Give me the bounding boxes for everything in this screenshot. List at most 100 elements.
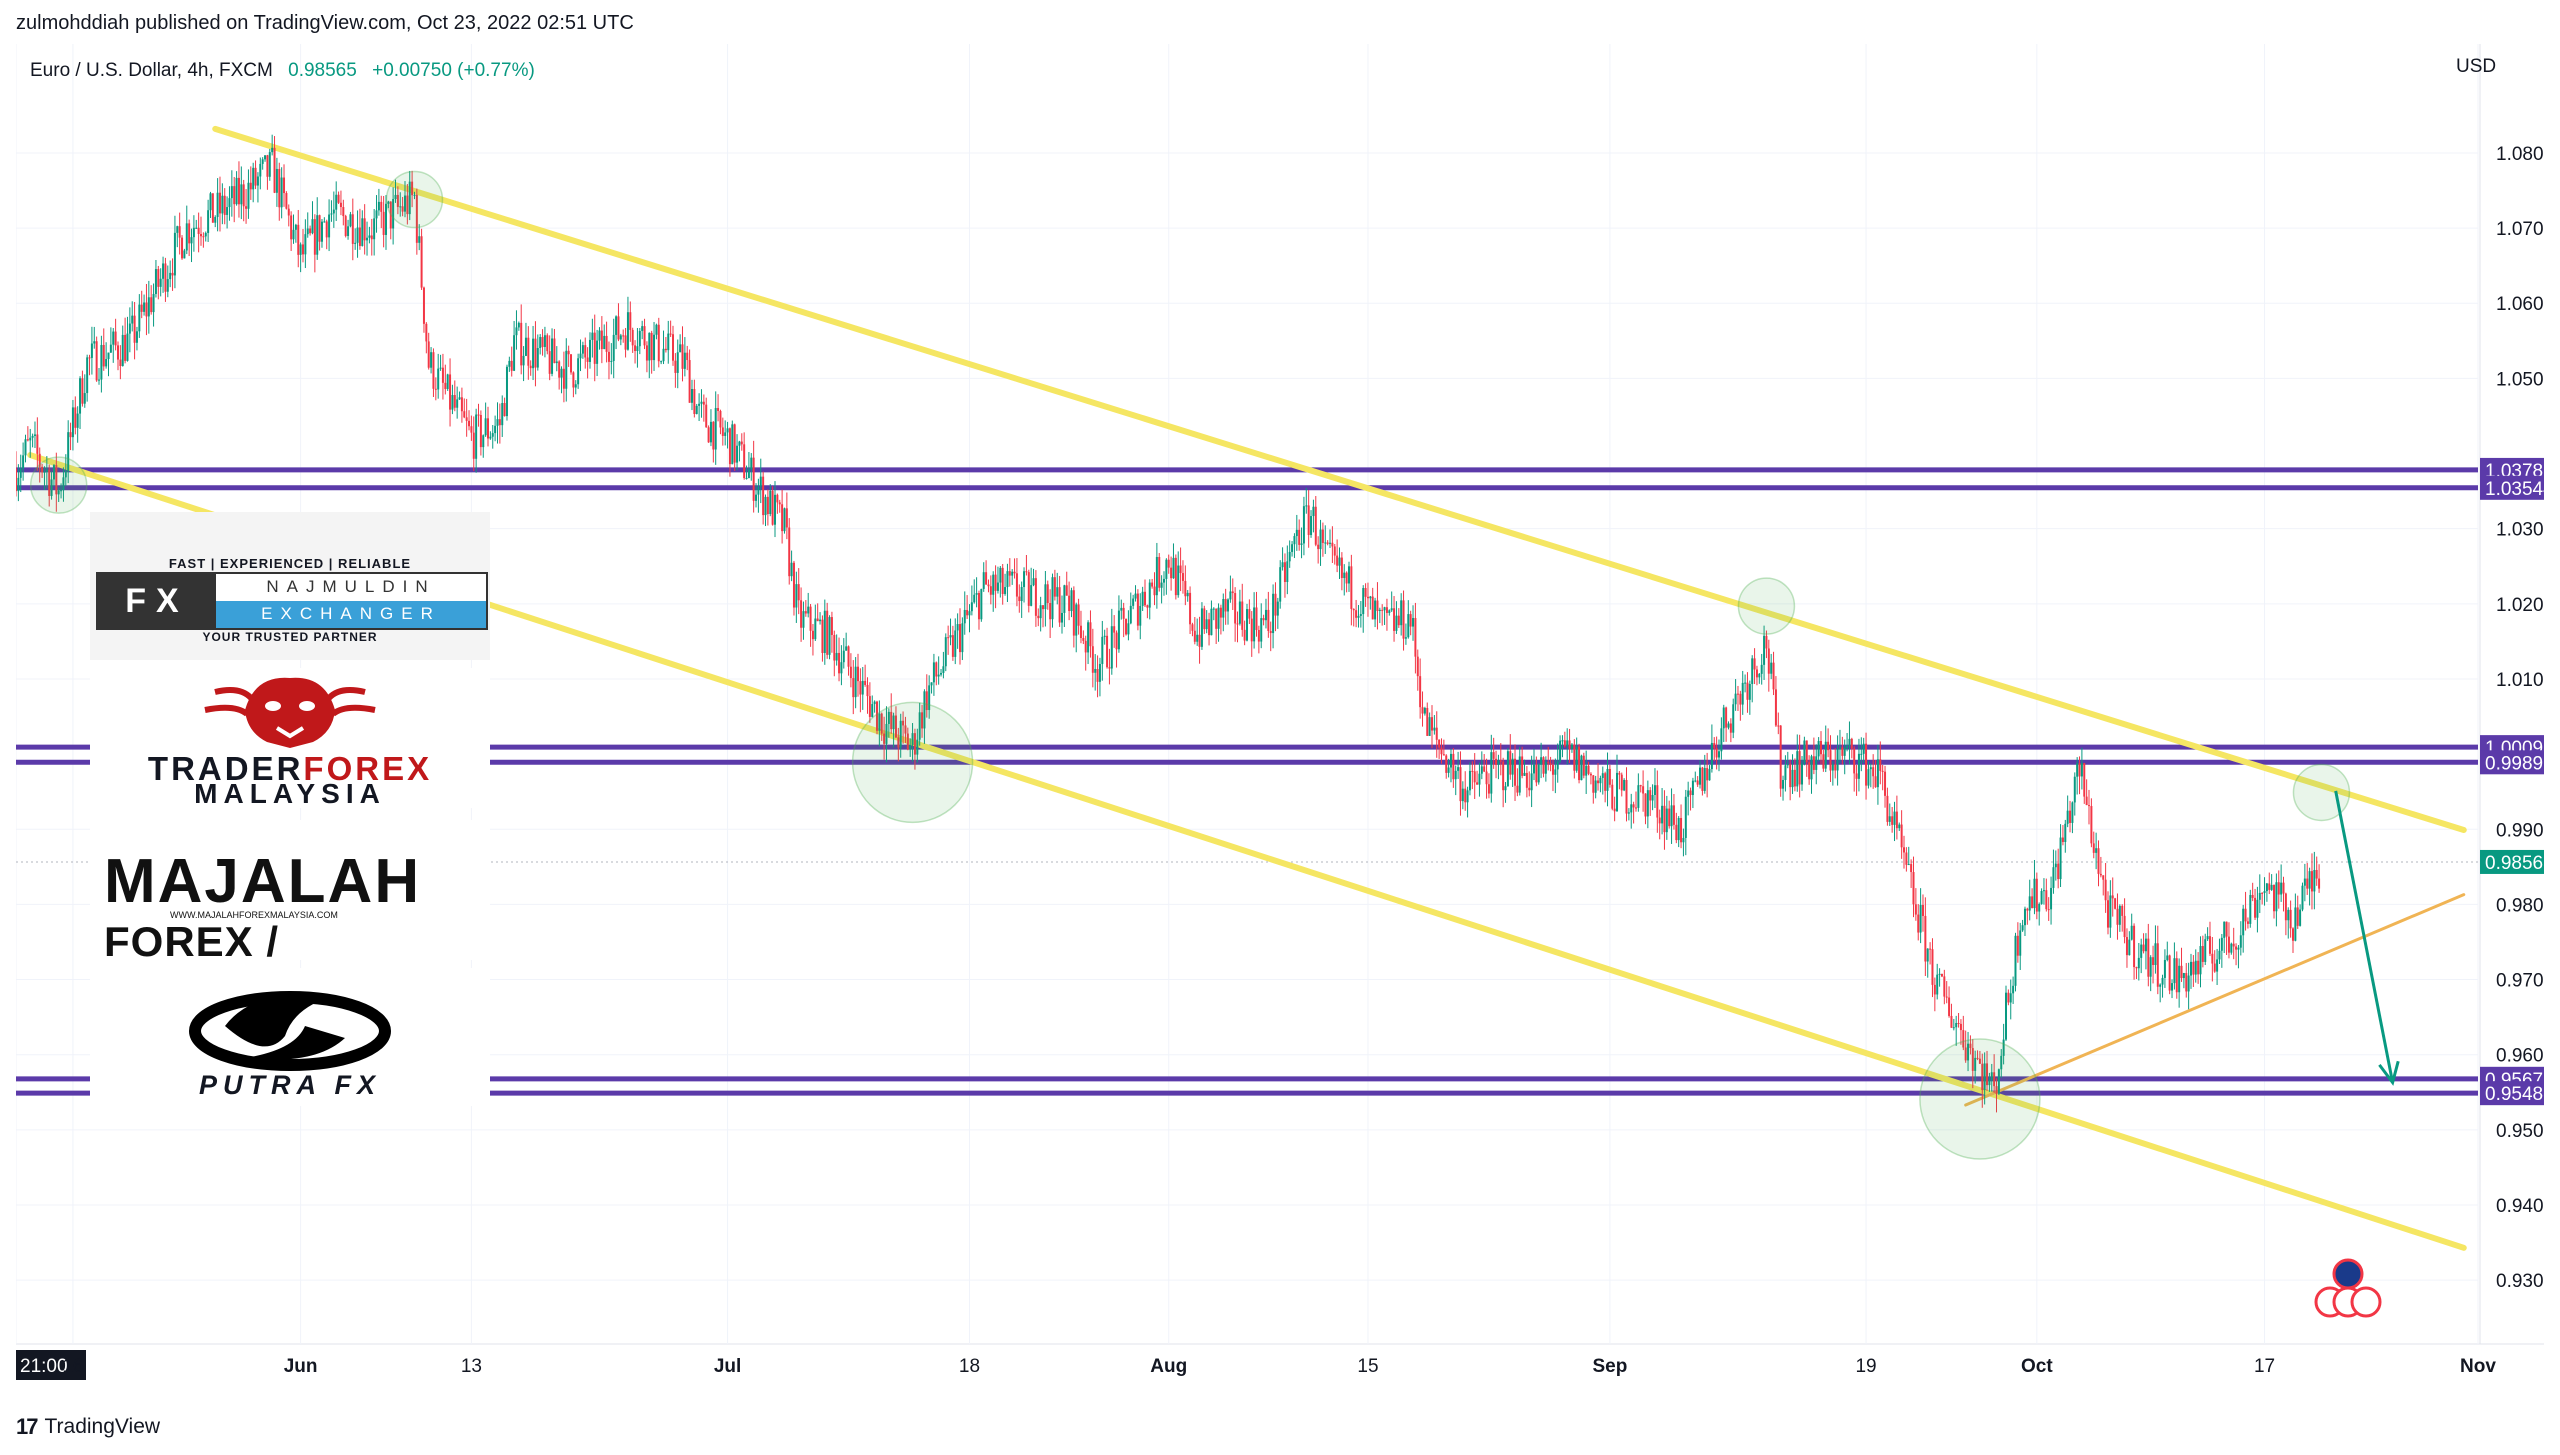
candle-body	[717, 408, 720, 411]
candle-body	[724, 432, 727, 436]
candle-body	[1651, 794, 1654, 801]
candle-body	[1573, 744, 1576, 771]
candle-body	[655, 324, 658, 335]
candle-body	[1964, 1047, 1967, 1061]
candle-body	[1857, 753, 1860, 779]
candle-body	[1412, 618, 1415, 627]
candle-body	[105, 359, 108, 367]
candle-body	[771, 490, 774, 525]
candle-body	[62, 477, 65, 491]
last-price-label: 0.98565	[288, 60, 357, 81]
candle-body	[894, 715, 897, 738]
candle-body	[947, 637, 950, 639]
y-tick-label: 0.93000	[2496, 1271, 2544, 1292]
candle-body	[826, 610, 829, 655]
candle-body	[2028, 896, 2031, 911]
candle-body	[301, 244, 304, 255]
fx-najmuldin-logo: FAST | EXPERIENCED | RELIABLE FX NAJMULD…	[90, 512, 490, 660]
candle-body	[840, 662, 843, 674]
candle-body	[1139, 605, 1142, 626]
candle-body	[100, 344, 103, 380]
highlight-circles	[29, 170, 2351, 1160]
candle-body	[1196, 634, 1199, 642]
candle-body	[2190, 961, 2193, 976]
symbol-legend[interactable]: Euro / U.S. Dollar, 4h, FXCM 0.98565 +0.…	[30, 60, 535, 82]
candle-body	[1393, 608, 1396, 631]
candle-body	[1798, 751, 1801, 785]
candle-body	[1006, 571, 1009, 588]
candle-body	[1319, 529, 1322, 550]
candle-body	[2161, 977, 2164, 985]
candle-body	[2306, 878, 2309, 889]
candle-body	[2152, 957, 2155, 965]
candle-body	[1556, 761, 1559, 770]
candle-body	[847, 646, 850, 667]
candle-body	[1457, 767, 1460, 771]
candle-body	[1817, 740, 1820, 757]
candle-body	[987, 584, 990, 587]
candle-body	[1397, 615, 1400, 626]
candle-body	[1141, 591, 1144, 606]
candle-body	[916, 739, 919, 755]
candle-body	[406, 195, 409, 215]
tiger-text2: MALAYSIA	[194, 778, 386, 809]
candle-body	[956, 624, 959, 631]
price-axis: 1.08000 1.07000 1.06000 1.05000 1.03000 1.020…	[2314, 144, 2544, 1318]
candle-body	[1167, 559, 1170, 568]
candle-body	[33, 434, 36, 436]
candle-body	[1255, 607, 1258, 630]
candle-body	[247, 182, 250, 209]
candle-body	[449, 374, 452, 410]
candle-body	[1046, 584, 1049, 604]
candle-body	[1136, 593, 1139, 626]
candle-body	[2009, 993, 2012, 1003]
candle-body	[586, 357, 589, 362]
candle-body	[2073, 776, 2076, 803]
candle-body	[200, 234, 203, 237]
candle-body	[1151, 582, 1154, 587]
candle-body	[1613, 808, 1616, 812]
candle-body	[596, 340, 599, 364]
candle-body	[1146, 605, 1149, 608]
candle-body	[60, 490, 63, 492]
candle-body	[1945, 996, 1948, 998]
candle-body	[1008, 571, 1011, 576]
candle-body	[237, 177, 240, 205]
candle-body	[1959, 1023, 1962, 1031]
candle-body	[1219, 607, 1222, 618]
candle-body	[714, 408, 717, 450]
candle-body	[612, 334, 615, 361]
candle-body	[294, 224, 297, 230]
candle-body	[1291, 544, 1294, 552]
candle-body	[1767, 648, 1770, 674]
price-level-badge	[2480, 750, 2544, 775]
candle-body	[2192, 961, 2195, 975]
candle-body	[1703, 768, 1706, 791]
candle-body	[1727, 723, 1730, 728]
candle-body	[1575, 746, 1578, 771]
candle-body	[1279, 567, 1282, 602]
candle-body	[1466, 790, 1469, 803]
candle-body	[57, 490, 60, 495]
candle-body	[1530, 773, 1533, 791]
candle-body	[1950, 1015, 1953, 1028]
fx-left: FX	[98, 574, 216, 628]
candle-body	[752, 457, 755, 501]
candle-body	[996, 582, 999, 591]
candle-body	[2095, 848, 2098, 853]
candle-body	[2012, 985, 2015, 994]
candle-body	[811, 630, 814, 640]
candle-body	[617, 316, 620, 340]
candle-body	[570, 354, 573, 373]
candle-body	[747, 469, 750, 478]
x-tick-label: Nov	[2460, 1356, 2496, 1377]
candle-body	[2275, 882, 2278, 912]
candle-body	[403, 195, 406, 212]
candle-body	[1084, 640, 1087, 653]
candle-body	[1772, 662, 1775, 690]
candle-body	[1091, 646, 1094, 673]
candle-body	[1502, 761, 1505, 791]
candle-body	[1770, 662, 1773, 674]
candle-body	[2083, 763, 2086, 797]
candle-body	[1881, 770, 1884, 772]
